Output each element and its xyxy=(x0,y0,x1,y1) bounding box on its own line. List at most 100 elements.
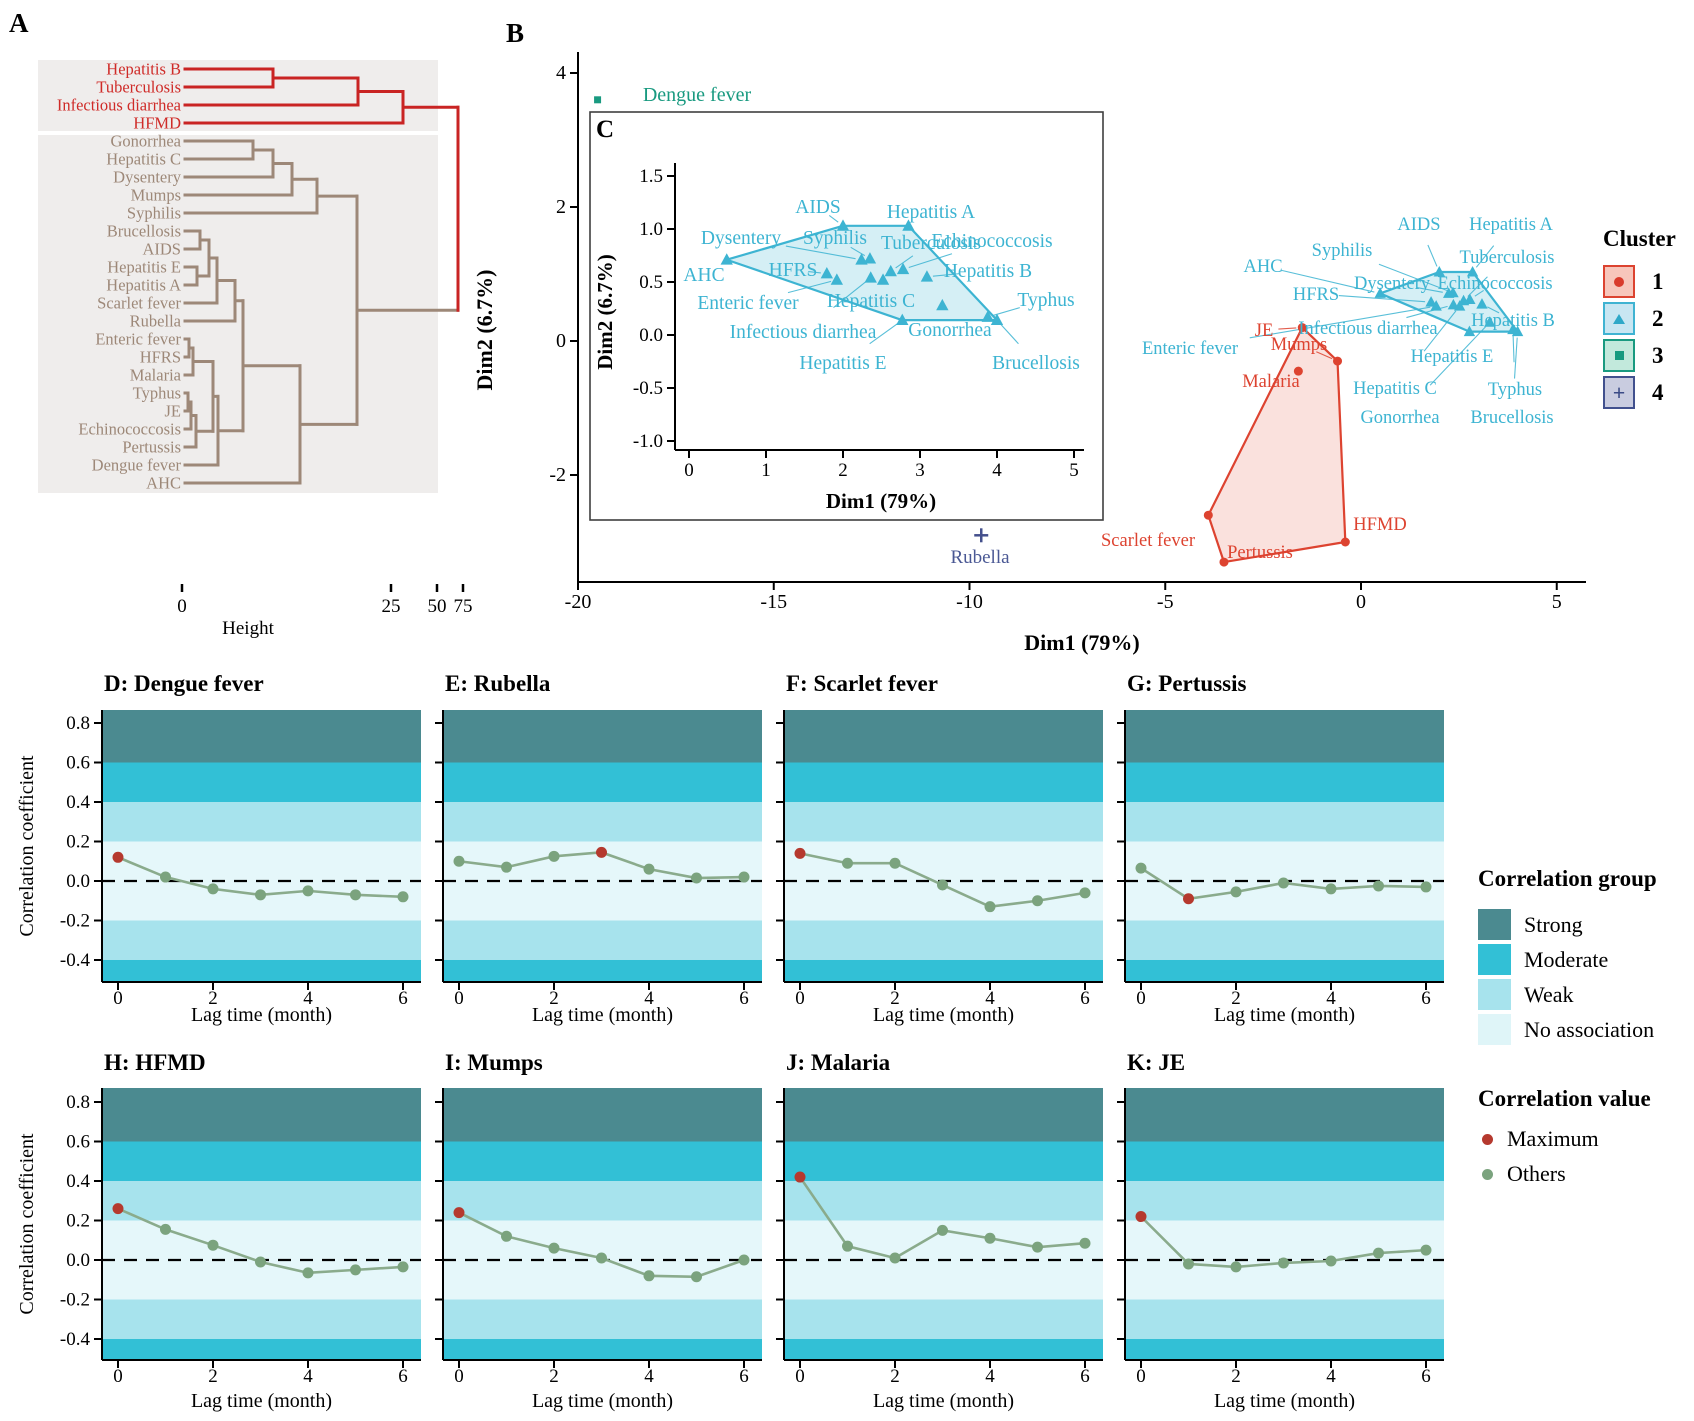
corr-point-D-lag3 xyxy=(255,889,266,901)
corr-x-tick-label-E: 6 xyxy=(739,988,749,1009)
corr-point-D-lag6 xyxy=(397,891,409,903)
corr-title-H: H: HFMD xyxy=(104,1050,206,1075)
corr-point-K-lag2 xyxy=(1230,1261,1242,1273)
c-point-Tuberculosis xyxy=(884,264,897,277)
correlation-value-legend: Correlation value Maximum Others xyxy=(1478,1086,1651,1198)
corr-point-I-lag6 xyxy=(738,1254,750,1266)
b-label-Scarlet-fever: Scarlet fever xyxy=(1101,531,1195,551)
corr-band-F-1 xyxy=(784,762,1103,802)
c-label-AHC: AHC xyxy=(683,265,724,286)
corr-band-I-0 xyxy=(443,1088,762,1142)
c-label-Hepatitis-E: Hepatitis E xyxy=(799,353,886,374)
corr-y-tick-label-D: 0.4 xyxy=(66,792,90,813)
b-point-Hepatitis-A xyxy=(1466,265,1479,277)
corr-x-tick-label-F: 6 xyxy=(1080,988,1090,1009)
b-point-Hepatitis-B xyxy=(1476,298,1488,309)
b-label-Pertussis: Pertussis xyxy=(1227,543,1293,563)
dendrogram-leaf-Pertussis: Pertussis xyxy=(122,438,181,457)
corr-band-I-2 xyxy=(443,1181,762,1221)
c-x-tick-label: 2 xyxy=(838,460,848,481)
c-leader-AIDS xyxy=(828,215,839,223)
b-leader-Enteric-fever xyxy=(1249,306,1431,339)
dendrogram-leaf-Malaria: Malaria xyxy=(130,366,182,385)
c-label-Echinococcosis: Echinococcosis xyxy=(931,231,1052,252)
corr-point-E-lag6 xyxy=(738,871,750,883)
b-label-Hepatitis-E: Hepatitis E xyxy=(1411,347,1494,367)
correlation-value-label: Maximum xyxy=(1507,1126,1599,1151)
c-y-tick-label: 1.0 xyxy=(639,219,663,240)
corr-y-tick-label-D: 0.6 xyxy=(66,753,90,774)
b-label-Echinococcosis: Echinococcosis xyxy=(1437,274,1552,294)
corr-y-tick-label-H: 0.4 xyxy=(66,1171,90,1192)
cluster-legend-label-1: 1 xyxy=(1652,268,1664,294)
corr-y-tick-label-H: 0.6 xyxy=(66,1132,90,1153)
b-leader-Hepatitis-B xyxy=(1487,306,1500,314)
corr-point-E-lag1 xyxy=(501,861,512,873)
c-leader-Tuberculosis xyxy=(895,255,914,269)
height-axis-title: Height xyxy=(222,618,274,639)
dendrogram-leaf-Echinococcosis: Echinococcosis xyxy=(78,420,181,439)
b-y-axis-title: Dim2 (6.7%) xyxy=(472,270,497,391)
corr-y-tick-label-D: -0.4 xyxy=(60,950,91,971)
corr-title-E: E: Rubella xyxy=(445,671,551,696)
corr-x-tick-label-G: 6 xyxy=(1421,988,1431,1009)
c-leader-HFRS xyxy=(808,271,821,274)
corr-band-H-0 xyxy=(102,1088,421,1142)
corr-point-G-lag1-max xyxy=(1183,893,1194,905)
b-x-tick-label: 0 xyxy=(1356,591,1366,613)
b-point-Gonorrhea xyxy=(1484,316,1496,327)
c-x-axis-title: Dim1 (79%) xyxy=(826,489,936,513)
b-point-AIDS xyxy=(1433,265,1445,277)
b-label-Infectious-diarrhea: Infectious diarrhea xyxy=(1298,319,1437,339)
height-axis-tick-label: 50 xyxy=(428,596,447,617)
corr-x-tick-label-I: 2 xyxy=(549,1366,559,1387)
corr-point-H-lag2 xyxy=(207,1239,219,1251)
b-point-Pertussis xyxy=(1219,557,1229,567)
b-leader-HFRS xyxy=(1338,295,1426,303)
corr-x-tick-label-I: 4 xyxy=(644,1366,654,1387)
b-leader-Infectious-diarrhea xyxy=(1406,305,1448,319)
corr-point-H-lag5 xyxy=(350,1264,361,1276)
b-leader-Gonorrhea xyxy=(1429,326,1487,386)
corr-x-axis-title-E: Lag time (month) xyxy=(532,1004,673,1026)
c-point-Enteric-fever xyxy=(830,273,844,285)
corr-point-I-lag1 xyxy=(501,1230,512,1242)
corr-x-axis-title-I: Lag time (month) xyxy=(532,1390,673,1412)
height-axis-tick-label: 25 xyxy=(382,596,401,617)
c-x-tick-label: 1 xyxy=(761,460,771,481)
b-point-Brucellosis xyxy=(1511,325,1524,337)
cluster-key-2 xyxy=(1603,302,1635,335)
corr-band-E-1 xyxy=(443,762,762,802)
c-point-Dysentery xyxy=(855,253,868,265)
corr-x-axis-title-F: Lag time (month) xyxy=(873,1004,1014,1026)
corr-point-K-lag3 xyxy=(1278,1257,1289,1269)
corr-x-axis-title-G: Lag time (month) xyxy=(1214,1004,1355,1026)
corr-x-tick-label-F: 2 xyxy=(890,988,900,1009)
b-leader-Typhus xyxy=(1512,335,1515,363)
corr-band-E-4 xyxy=(443,920,762,960)
b-x-tick-label: -5 xyxy=(1157,591,1174,613)
b-point-Echinococcosis xyxy=(1464,293,1476,304)
c-leader-Hepatitis-B xyxy=(932,273,961,277)
corr-point-J-lag0-max xyxy=(794,1171,806,1183)
corr-x-tick-label-K: 6 xyxy=(1421,1366,1431,1387)
b-label-Gonorrhea: Gonorrhea xyxy=(1360,408,1439,428)
triangle-icon xyxy=(1613,313,1625,324)
b-y-tick-label: 4 xyxy=(556,62,566,84)
c-y-tick-label: 1.5 xyxy=(639,166,663,187)
b-label-Malaria: Malaria xyxy=(1242,372,1300,392)
corr-y-tick-label-H: 0.8 xyxy=(66,1092,90,1113)
dendrogram-leaf-Hepatitis-B: Hepatitis B xyxy=(106,60,181,79)
b-leader-Tuberculosis xyxy=(1467,276,1488,297)
correlation-group-label: Weak xyxy=(1524,981,1574,1007)
c-label-Hepatitis-A: Hepatitis A xyxy=(887,202,975,223)
cluster-key-3 xyxy=(1603,339,1635,372)
corr-point-G-lag0 xyxy=(1135,862,1147,874)
b-cluster1-hull xyxy=(1207,326,1347,564)
b-point-HFMD xyxy=(1340,537,1350,547)
correlation-group-legend: Correlation group Strong Moderate Weak No a… xyxy=(1478,866,1657,1049)
cluster-legend: Cluster 1 2 3 +4 xyxy=(1603,226,1676,413)
b-label-JE: JE xyxy=(1255,321,1274,341)
c-point-Echinococcosis xyxy=(896,262,910,275)
